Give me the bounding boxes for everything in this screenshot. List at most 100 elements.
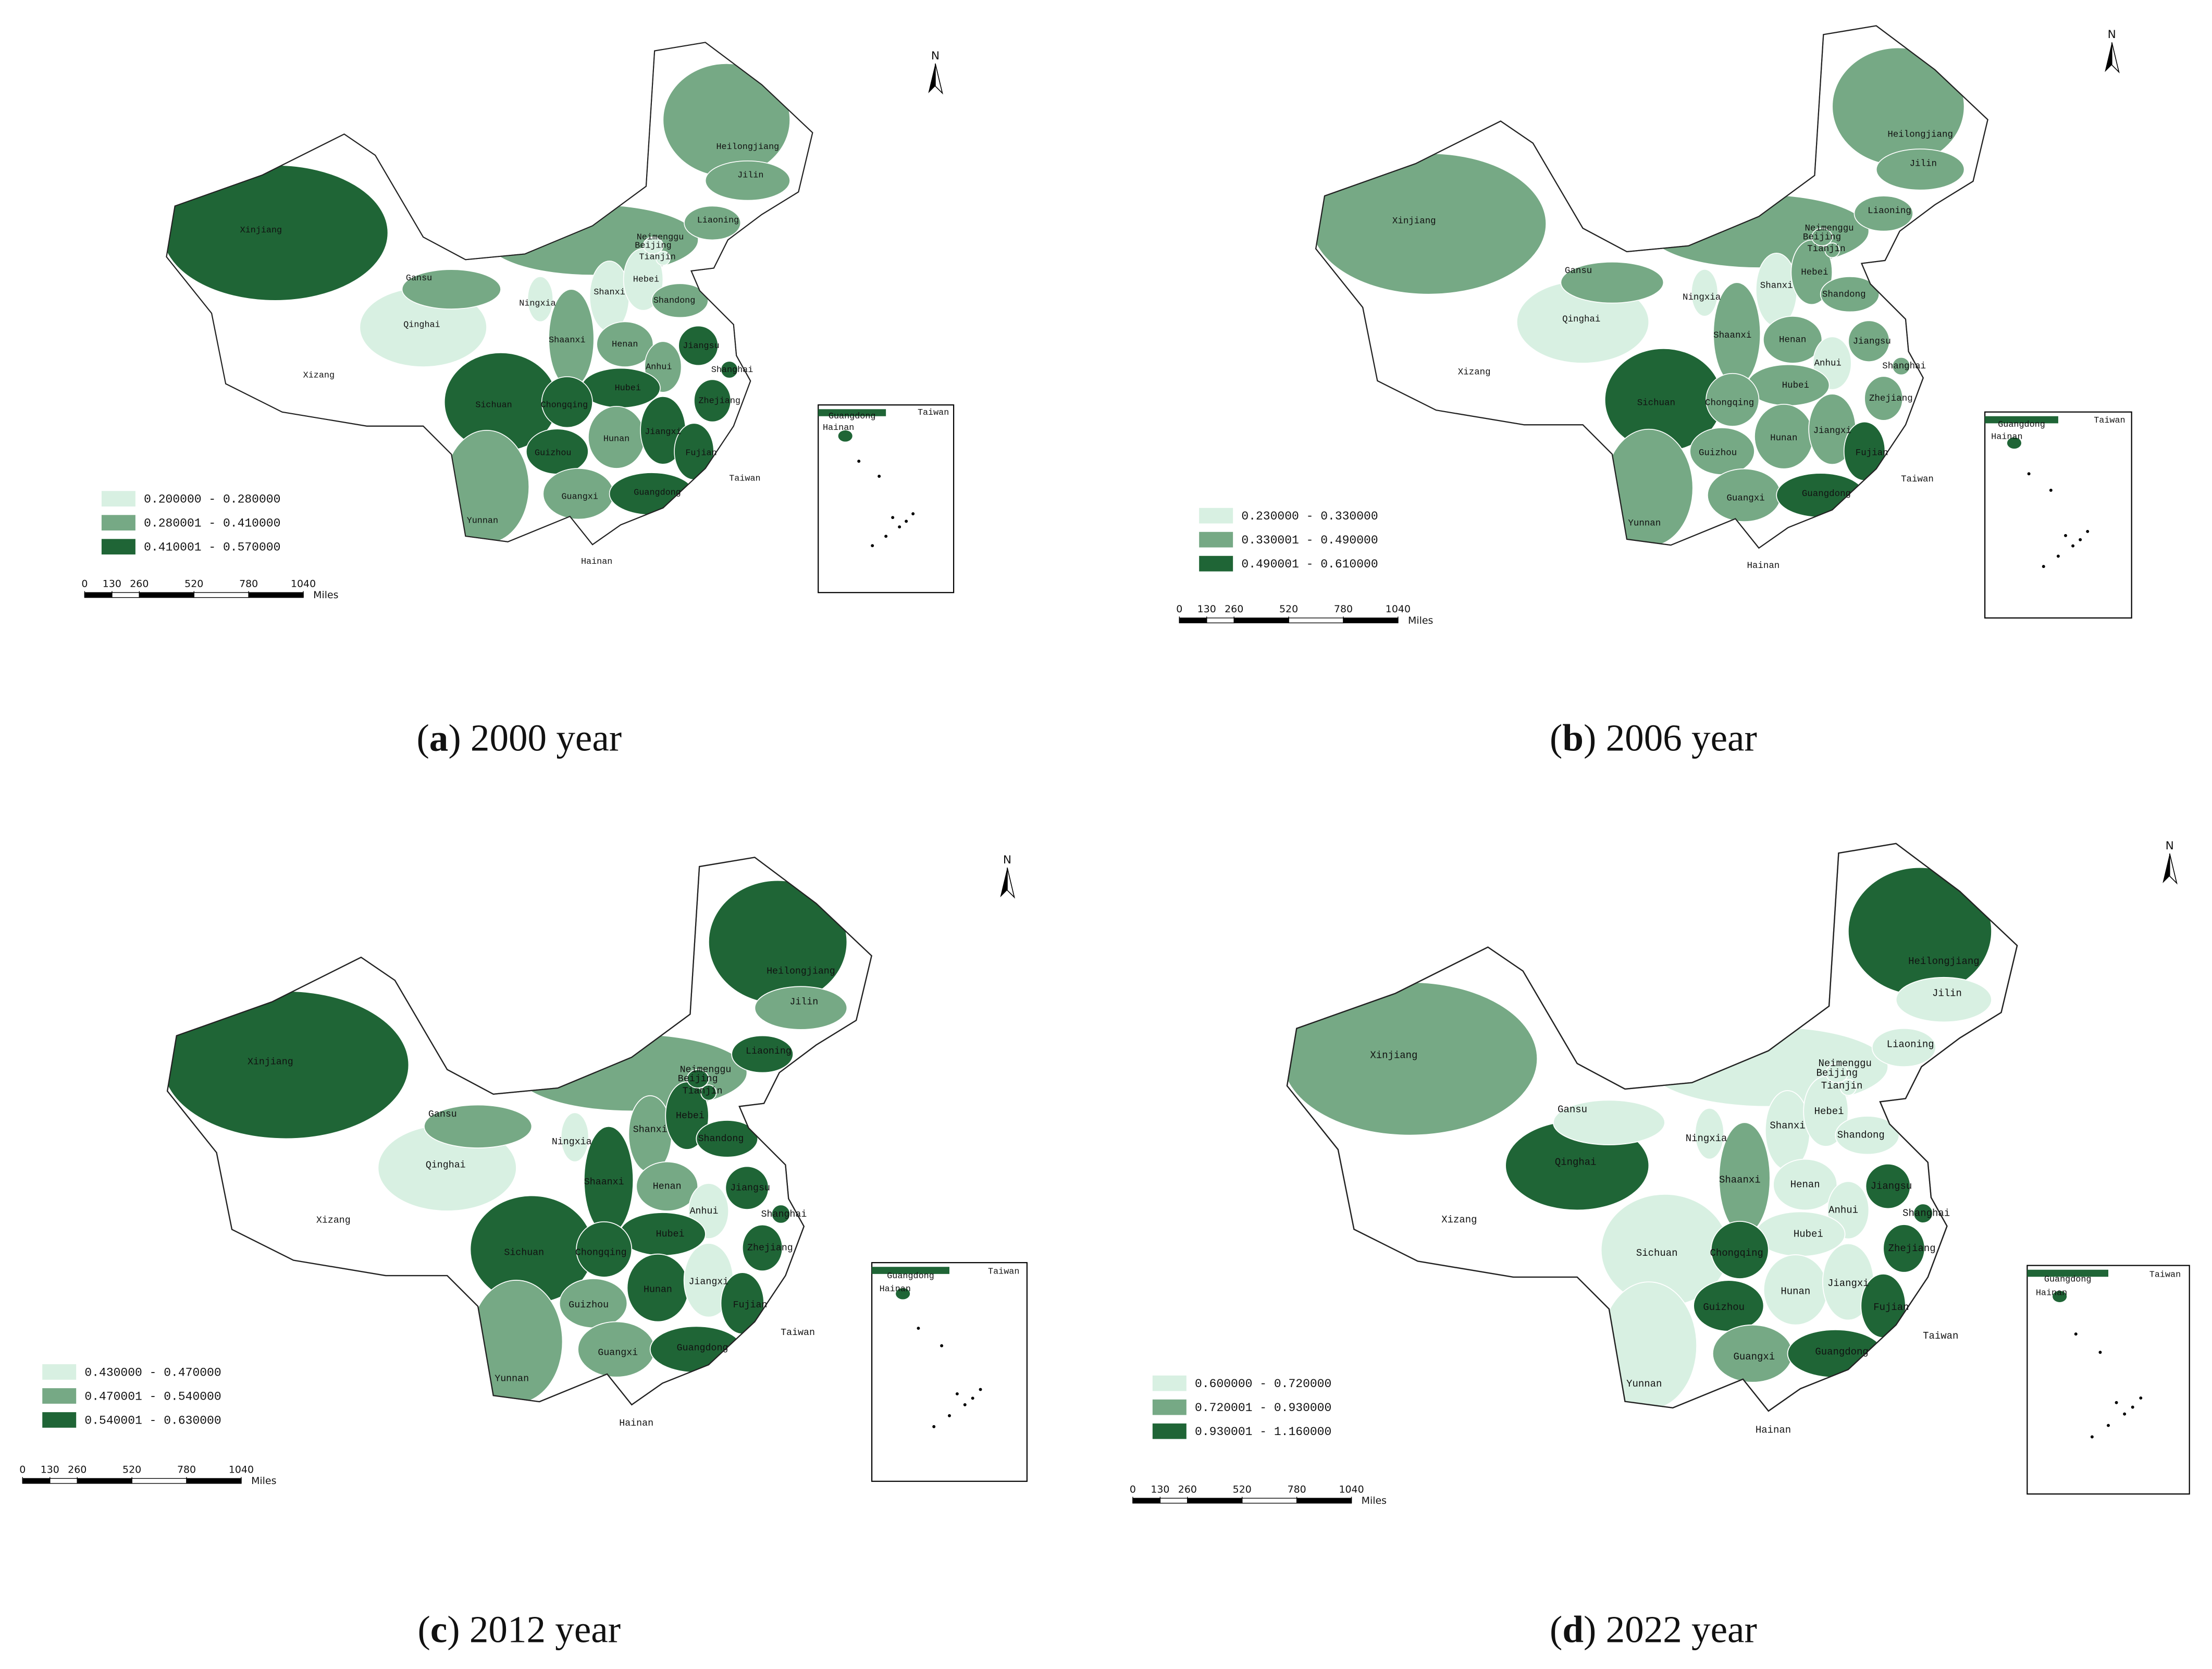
legend-label: 0.720001 - 0.930000 xyxy=(1195,1401,1331,1415)
scale-segment xyxy=(1233,617,1289,624)
scale-label: 260 xyxy=(68,1464,86,1476)
province-label: Gansu xyxy=(428,1109,457,1120)
province-label: Qinghai xyxy=(1562,314,1600,325)
inset-coast xyxy=(818,409,886,416)
inset-coast xyxy=(872,1267,949,1274)
province-label: Jilin xyxy=(789,997,818,1008)
inset-frame xyxy=(1984,411,2132,619)
inset-islet xyxy=(979,1388,982,1391)
inset-label: Hainan xyxy=(880,1284,911,1294)
province-label: Gansu xyxy=(1558,1104,1587,1116)
inset-islet xyxy=(2139,1396,2143,1400)
scale-label: 780 xyxy=(239,578,258,589)
province-label: Tianjin xyxy=(1821,1080,1863,1092)
scale-segment xyxy=(1132,1498,1161,1504)
inset-label: Guangdong xyxy=(1998,420,2045,430)
province-label: Ningxia xyxy=(1686,1133,1727,1144)
inset-frame xyxy=(871,1262,1028,1482)
inset-coast xyxy=(1985,416,2058,424)
province-label: Hunan xyxy=(1770,433,1797,443)
scale-unit: Miles xyxy=(1408,615,1433,626)
map-panel: Xinjiang Xizang Qinghai Gansu Neimenggu Heilo… xyxy=(81,42,955,759)
province-label: Yunnan xyxy=(495,1374,529,1384)
province-label: Jilin xyxy=(1910,159,1937,169)
inset-label: Taiwan xyxy=(918,408,949,418)
province-label: Guizhou xyxy=(1703,1302,1745,1313)
province-label: Guangxi xyxy=(1733,1351,1775,1363)
province xyxy=(1835,1116,1900,1155)
province-label: Hainan xyxy=(1747,561,1780,571)
inset-islet xyxy=(871,544,874,548)
province-label: Heilongjiang xyxy=(1887,129,1953,140)
scale-segment xyxy=(139,592,194,598)
province xyxy=(731,1035,794,1073)
north-arrow-light xyxy=(935,63,943,95)
province-label: Guizhou xyxy=(569,1300,609,1311)
caption-part: ( xyxy=(416,716,429,759)
province xyxy=(1865,1163,1911,1209)
province xyxy=(1710,1220,1769,1279)
province xyxy=(1773,1158,1838,1211)
province-label: Heilongjiang xyxy=(716,142,779,152)
province-label: Shanghai xyxy=(1902,1208,1950,1219)
province-label: Xinjiang xyxy=(1392,216,1436,227)
scale-label: 0 xyxy=(81,578,88,589)
scale-segment xyxy=(1159,1498,1188,1504)
north-arrow-light xyxy=(2111,42,2120,73)
province-label: Shanxi xyxy=(594,288,625,298)
scale-label: 0 xyxy=(19,1464,26,1476)
inset-label: Hainan xyxy=(2036,1289,2067,1299)
inset-islet xyxy=(905,520,908,523)
inset-islet xyxy=(963,1403,967,1406)
legend-swatch xyxy=(42,1364,77,1380)
caption-part: d xyxy=(1562,1608,1584,1650)
legend-label: 0.540001 - 0.630000 xyxy=(84,1414,221,1427)
province xyxy=(1848,320,1890,363)
north-arrow-dark xyxy=(2162,854,2170,883)
province-label: Anhui xyxy=(1828,1204,1858,1216)
china-map: Xinjiang Xizang Qinghai Gansu Neimenggu Heilo… xyxy=(1315,25,1989,571)
province xyxy=(541,376,593,428)
legend-label: 0.280001 - 0.410000 xyxy=(144,517,280,530)
inset-islet xyxy=(2056,554,2060,558)
province xyxy=(678,325,719,366)
inset-label: Guangdong xyxy=(829,412,876,422)
province-label: Guangdong xyxy=(1815,1346,1868,1358)
province-label: Hebei xyxy=(1801,267,1828,278)
north-arrow-dark xyxy=(1000,868,1007,897)
inset-islet xyxy=(898,525,901,529)
legend-label: 0.200000 - 0.280000 xyxy=(144,493,280,506)
province-label: Henan xyxy=(612,340,638,350)
provinces xyxy=(166,63,790,544)
province xyxy=(1763,316,1823,364)
scale-label: 1040 xyxy=(1339,1483,1364,1495)
legend-swatch xyxy=(1199,508,1233,524)
scale-segment xyxy=(1288,617,1344,624)
scale-segment xyxy=(186,1478,242,1484)
province-label: Henan xyxy=(653,1182,682,1192)
province xyxy=(1895,976,1993,1023)
province-label: Sichuan xyxy=(475,401,512,411)
province-label: Xizang xyxy=(1458,367,1491,378)
province xyxy=(1847,867,1993,996)
province-label: Shanghai xyxy=(711,365,753,375)
province xyxy=(1825,1063,1849,1083)
province-label: Chongqing xyxy=(575,1248,627,1258)
province-label: Xinjiang xyxy=(1370,1050,1417,1061)
province-label: Guizhou xyxy=(1699,448,1737,458)
scale-segment xyxy=(50,1478,78,1484)
inset-islet xyxy=(2071,544,2075,548)
caption-part: b xyxy=(1562,716,1584,759)
legend-swatch xyxy=(1152,1423,1187,1439)
panel-caption: (b) 2006 year xyxy=(1550,716,1757,759)
province xyxy=(720,361,738,379)
caption-part: ) 2006 year xyxy=(1584,716,1757,759)
province-label: Guangdong xyxy=(634,488,681,498)
province-label: Hebei xyxy=(1814,1106,1844,1117)
inset-label: Hainan xyxy=(823,423,854,433)
inset-islet xyxy=(917,1327,920,1330)
inset-islet xyxy=(2042,565,2045,568)
legend-label: 0.930001 - 1.160000 xyxy=(1195,1425,1331,1439)
province xyxy=(1883,1224,1925,1273)
